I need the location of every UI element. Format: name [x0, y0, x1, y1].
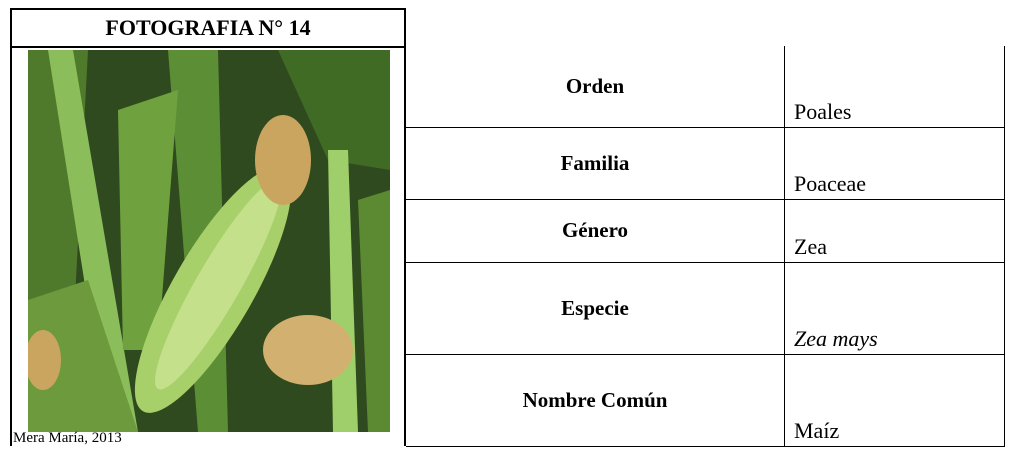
row-value: Poales [794, 99, 852, 124]
table-row: Especie Zea mays [406, 262, 1005, 355]
row-value: Zea mays [794, 326, 878, 351]
taxonomy-table: Orden Poales Familia Poaceae Género Zea Especi… [404, 46, 1005, 447]
row-label: Género [406, 199, 785, 262]
border [10, 46, 12, 446]
photo-caption: Mera María, 2013 [13, 430, 122, 446]
table-row: Orden Poales [406, 46, 1005, 128]
row-label: Orden [406, 46, 785, 127]
row-value: Zea [794, 234, 827, 259]
row-label: Familia [406, 127, 785, 199]
table-row: Género Zea [406, 199, 1005, 263]
table-row: Familia Poaceae [406, 127, 1005, 200]
row-label: Especie [406, 262, 785, 354]
row-label: Nombre Común [406, 354, 785, 446]
photo-title: FOTOGRAFIA N° 14 [10, 8, 406, 48]
row-value: Maíz [794, 418, 840, 443]
corn-photo [28, 50, 390, 432]
row-value: Poaceae [794, 171, 867, 196]
table-row: Nombre Común Maíz [406, 354, 1005, 447]
